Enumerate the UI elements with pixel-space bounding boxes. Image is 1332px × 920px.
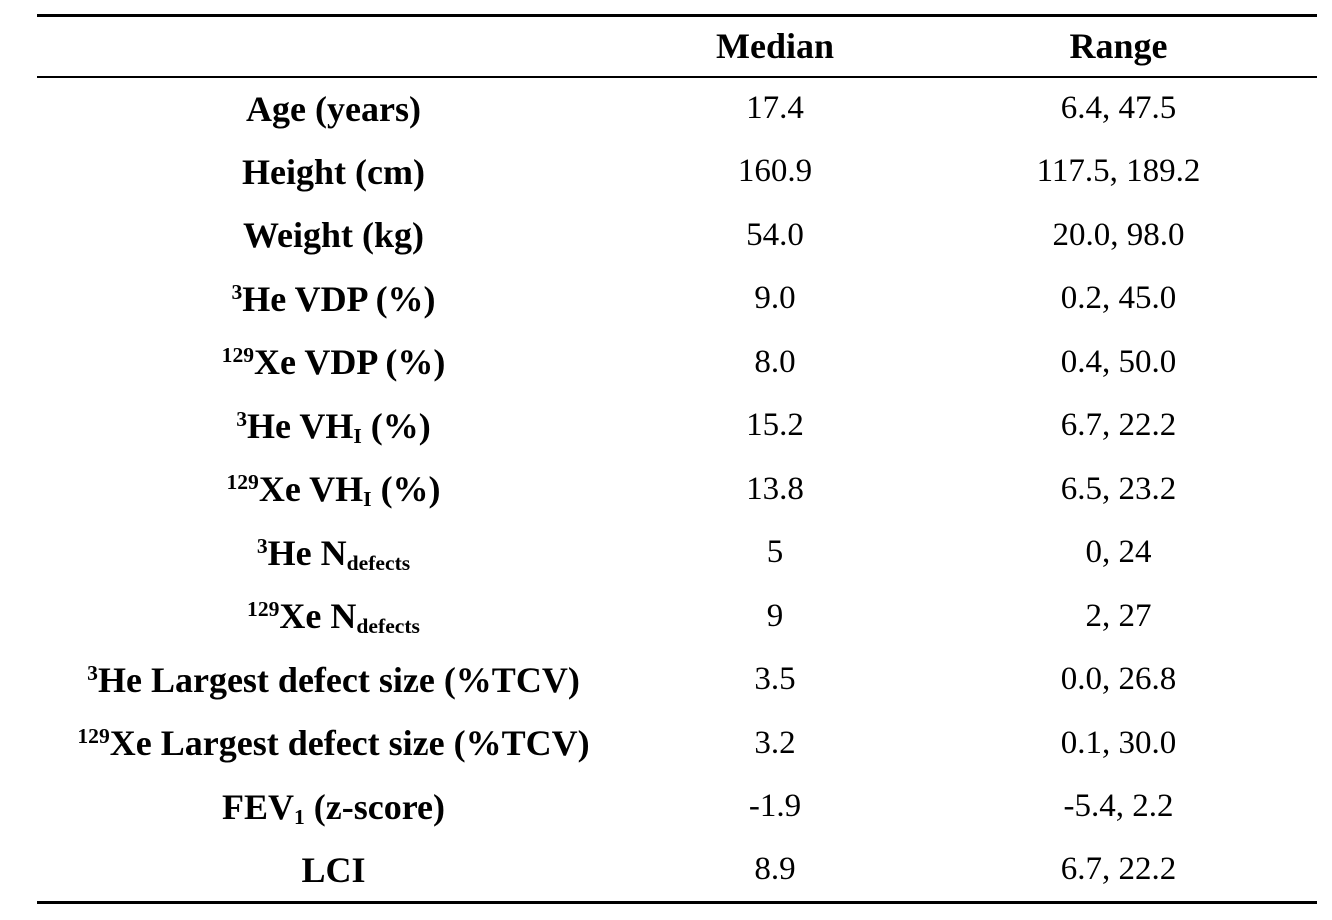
median-value: 17.4 xyxy=(746,90,804,127)
range-value: 20.0, 98.0 xyxy=(1052,216,1185,253)
table-row: Weight (kg) 54.0 20.0, 98.0 xyxy=(37,204,1317,268)
median-value: 160.9 xyxy=(737,153,813,190)
median-value: 9.0 xyxy=(754,280,796,317)
table-body: Age (years) 17.4 6.4, 47.5 Height (cm) 1… xyxy=(37,77,1317,903)
range-value: 117.5, 189.2 xyxy=(1036,153,1201,190)
row-label: Age (years) xyxy=(246,88,421,129)
column-header-empty xyxy=(37,16,630,77)
table-row: 129Xe VHI (%) 13.8 6.5, 23.2 xyxy=(37,458,1317,522)
median-value: 13.8 xyxy=(746,470,804,507)
row-label: Height (cm) xyxy=(242,151,425,192)
row-label: 3He Ndefects xyxy=(256,532,411,575)
row-label: 129Xe Largest defect size (%TCV) xyxy=(77,723,590,764)
table-row: Age (years) 17.4 6.4, 47.5 xyxy=(37,77,1317,141)
median-value: -1.9 xyxy=(748,788,802,825)
median-value: 8.0 xyxy=(754,343,796,380)
median-value: 54.0 xyxy=(746,216,804,253)
range-value: 0.0, 26.8 xyxy=(1060,661,1177,698)
row-label: 129Xe VDP (%) xyxy=(221,342,446,383)
table-row: 129Xe Ndefects 9 2, 27 xyxy=(37,585,1317,649)
table-row: Height (cm) 160.9 117.5, 189.2 xyxy=(37,140,1317,204)
median-value: 3.5 xyxy=(754,661,796,698)
table-row: 129Xe VDP (%) 8.0 0.4, 50.0 xyxy=(37,331,1317,395)
table-row: 3He Largest defect size (%TCV) 3.5 0.0, … xyxy=(37,648,1317,712)
row-label: Weight (kg) xyxy=(242,215,424,256)
column-header-median: Median xyxy=(715,26,834,67)
range-value: 0, 24 xyxy=(1085,534,1152,571)
range-value: 0.4, 50.0 xyxy=(1060,343,1177,380)
range-value: 2, 27 xyxy=(1085,597,1152,634)
row-label: 3He Largest defect size (%TCV) xyxy=(87,659,580,700)
row-label: 129Xe VHI (%) xyxy=(226,469,441,511)
paper-table-page: Median Range Age (years) 17.4 6.4, 47.5 … xyxy=(37,14,1317,904)
table-row: FEV1 (z-score) -1.9 -5.4, 2.2 xyxy=(37,775,1317,839)
median-value: 8.9 xyxy=(754,851,796,887)
median-value: 9 xyxy=(766,597,784,634)
table-row: 3He VDP (%) 9.0 0.2, 45.0 xyxy=(37,267,1317,331)
table-row: LCI 8.9 6.7, 22.2 xyxy=(37,839,1317,903)
range-value: 6.5, 23.2 xyxy=(1060,470,1177,507)
column-header-range: Range xyxy=(1069,26,1168,67)
range-value: 6.7, 22.2 xyxy=(1060,851,1177,887)
range-value: 6.4, 47.5 xyxy=(1060,90,1177,127)
table-row: 3He VHI (%) 15.2 6.7, 22.2 xyxy=(37,394,1317,458)
row-label: FEV1 (z-score) xyxy=(221,786,446,829)
table-row: 129Xe Largest defect size (%TCV) 3.2 0.1… xyxy=(37,712,1317,776)
median-value: 3.2 xyxy=(754,724,796,761)
range-value: 0.2, 45.0 xyxy=(1060,280,1177,317)
row-label: 3He VDP (%) xyxy=(231,278,436,319)
range-value: 6.7, 22.2 xyxy=(1060,407,1177,444)
row-label: 129Xe Ndefects xyxy=(247,596,420,638)
row-label: 3He VHI (%) xyxy=(236,405,431,448)
range-value: 0.1, 30.0 xyxy=(1060,724,1177,761)
median-value: 5 xyxy=(766,534,784,571)
table-row: 3He Ndefects 5 0, 24 xyxy=(37,521,1317,585)
row-label: LCI xyxy=(301,849,366,890)
header-row: Median Range xyxy=(37,16,1317,77)
subject-demographics-table: Median Range Age (years) 17.4 6.4, 47.5 … xyxy=(37,14,1317,904)
median-value: 15.2 xyxy=(746,407,804,444)
range-value: -5.4, 2.2 xyxy=(1063,788,1174,825)
